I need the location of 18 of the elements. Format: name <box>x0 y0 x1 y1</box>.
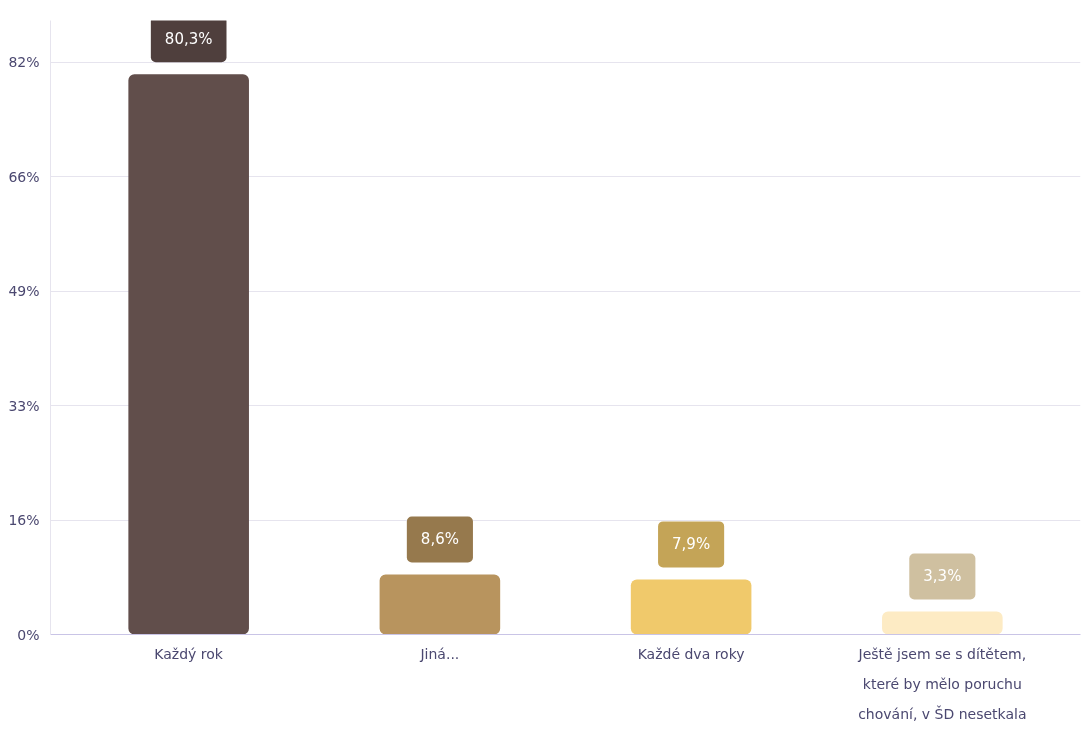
bar <box>882 611 1003 635</box>
bar <box>630 579 752 635</box>
data-label: 80,3% <box>164 30 213 49</box>
y-tick-label: 82% <box>8 54 40 71</box>
x-tick-label: Každý rok <box>154 645 224 662</box>
y-tick-label: 0% <box>17 626 40 643</box>
bar <box>128 74 249 635</box>
data-label: 7,9% <box>672 535 711 554</box>
x-tick-label: Jiná... <box>419 645 460 662</box>
y-tick-label: 16% <box>8 512 40 529</box>
y-tick-label: 66% <box>8 168 40 185</box>
y-tick-label: 49% <box>8 283 40 300</box>
x-tick-label: Každé dva roky <box>637 645 745 662</box>
data-label: 3,3% <box>923 567 962 586</box>
bar <box>379 574 501 635</box>
y-tick-label: 33% <box>8 397 40 414</box>
data-label: 8,6% <box>420 530 459 549</box>
x-tick-label: Ještě jsem se s dítětem, které by mělo poruchu chování, v ŠD nesetkala <box>857 645 1027 723</box>
